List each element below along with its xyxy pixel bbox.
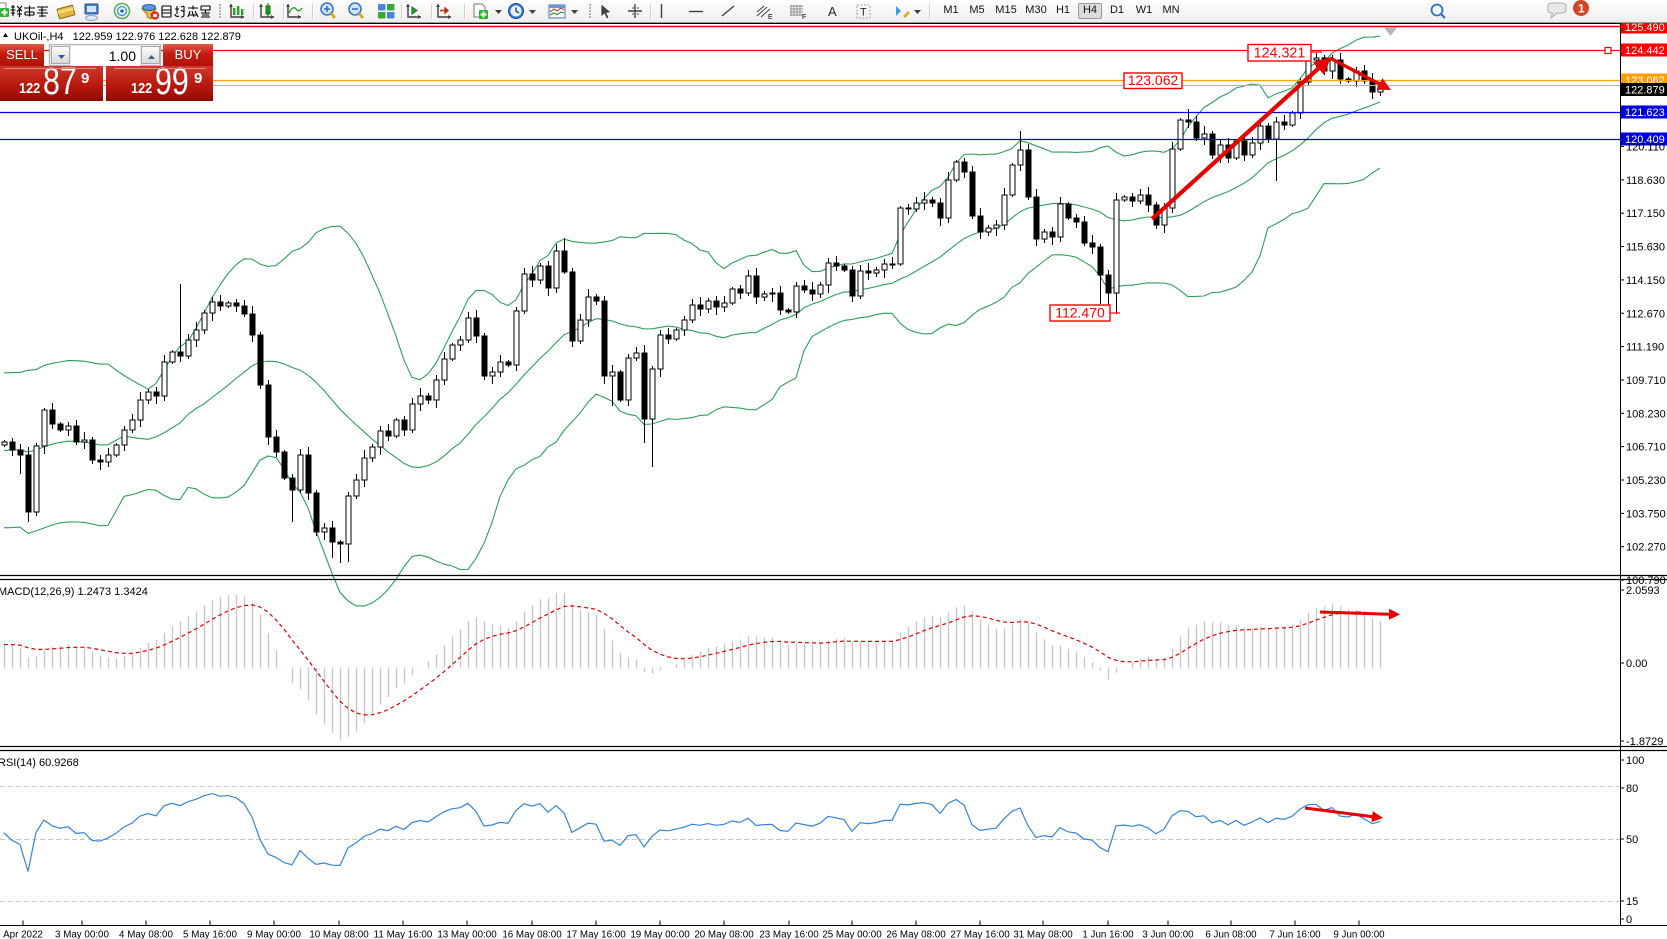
svg-text:100.790: 100.790 [1626,575,1666,587]
svg-text:111.190: 111.190 [1626,342,1664,354]
svg-text:7 Jun 16:00: 7 Jun 16:00 [1269,930,1321,939]
svg-text:120.409: 120.409 [1625,134,1665,146]
svg-text:19 May 00:00: 19 May 00:00 [630,930,690,939]
svg-text:50: 50 [1626,834,1638,846]
svg-text:0.00: 0.00 [1626,658,1647,670]
svg-text:UKOil-,H4 122.959 122.976 12: UKOil-,H4 122.959 122.976 122.628 122.87… [14,31,241,43]
svg-text:RSI(14) 60.9268: RSI(14) 60.9268 [0,757,79,769]
svg-text:17 May 16:00: 17 May 16:00 [566,930,626,939]
svg-text:120.110: 120.110 [1626,142,1665,154]
svg-text:3 Jun 00:00: 3 Jun 00:00 [1142,930,1194,939]
svg-text:112.670: 112.670 [1626,308,1665,320]
svg-text:117.150: 117.150 [1626,208,1665,220]
svg-text:9 May 00:00: 9 May 00:00 [247,930,301,939]
svg-text:31 May 08:00: 31 May 08:00 [1013,930,1073,939]
svg-text:114.150: 114.150 [1626,275,1665,287]
svg-text:T: T [860,7,867,19]
svg-text:26 May 08:00: 26 May 08:00 [886,930,946,939]
svg-text:4 May 08:00: 4 May 08:00 [119,930,173,939]
svg-text:121.623: 121.623 [1625,107,1665,119]
svg-text:20 May 08:00: 20 May 08:00 [694,930,754,939]
svg-text:13 May 00:00: 13 May 00:00 [437,930,497,939]
svg-text:16 May 08:00: 16 May 08:00 [502,930,562,939]
svg-text:11 May 16:00: 11 May 16:00 [374,930,433,939]
svg-text:124.442: 124.442 [1625,45,1665,57]
svg-text:5 May 16:00: 5 May 16:00 [183,930,237,939]
svg-text:25 May 00:00: 25 May 00:00 [822,930,882,939]
svg-text:80: 80 [1626,783,1638,795]
svg-text:100: 100 [1626,755,1644,767]
svg-text:115.630: 115.630 [1626,242,1665,254]
svg-text:123.062: 123.062 [1128,72,1179,88]
svg-text:102.270: 102.270 [1626,542,1666,554]
svg-text:125.490: 125.490 [1625,22,1665,34]
svg-text:1 Jun 16:00: 1 Jun 16:00 [1082,930,1134,939]
svg-text:0: 0 [1626,914,1632,926]
svg-text:103.750: 103.750 [1626,508,1666,520]
svg-text:F: F [802,14,806,21]
svg-text:2.0593: 2.0593 [1626,585,1660,597]
svg-text:9 Jun 00:00: 9 Jun 00:00 [1333,930,1385,939]
svg-text:105.230: 105.230 [1626,475,1666,487]
svg-text:MACD(12,26,9) 1.2473 1.3424: MACD(12,26,9) 1.2473 1.3424 [0,586,148,598]
svg-text:A: A [828,4,837,19]
svg-text:108.230: 108.230 [1626,408,1666,420]
svg-text:109.710: 109.710 [1626,375,1666,387]
svg-text:3 May 00:00: 3 May 00:00 [55,930,109,939]
svg-text:Apr 2022: Apr 2022 [3,930,43,939]
svg-text:10 May 08:00: 10 May 08:00 [309,930,369,939]
svg-text:15: 15 [1626,896,1638,908]
svg-text:106.710: 106.710 [1626,442,1666,454]
svg-text:23 May 16:00: 23 May 16:00 [759,930,819,939]
svg-text:118.630: 118.630 [1626,175,1665,187]
svg-text:124.321: 124.321 [1254,46,1306,62]
svg-text:E: E [768,14,773,21]
svg-text:112.470: 112.470 [1055,305,1105,321]
svg-text:-1.8729: -1.8729 [1626,736,1663,748]
svg-text:1: 1 [1578,2,1585,16]
svg-text:27 May 16:00: 27 May 16:00 [950,930,1010,939]
svg-text:122.879: 122.879 [1625,85,1665,97]
svg-text:6 Jun 08:00: 6 Jun 08:00 [1205,930,1257,939]
